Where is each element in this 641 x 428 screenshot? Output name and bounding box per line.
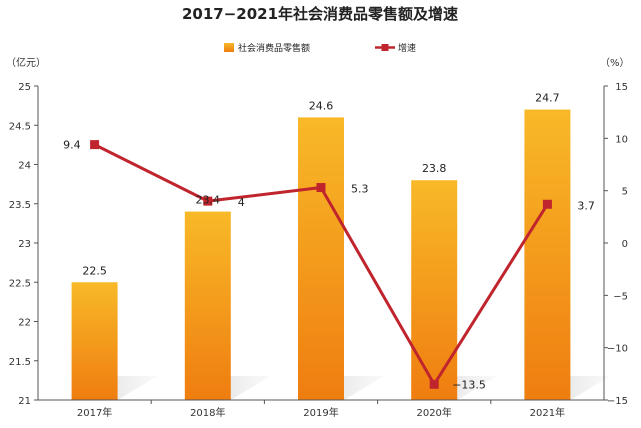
y-right-tick-label: −15	[607, 396, 628, 407]
x-tick-label: 2017年	[77, 406, 112, 419]
y-left-tick-label: 21	[18, 396, 31, 407]
x-tick-label: 2020年	[416, 406, 451, 419]
y-left-tick-label: 21.5	[9, 357, 31, 368]
y-right-tick-label: −10	[607, 344, 628, 355]
bar	[184, 211, 231, 400]
growth-value-label: 4	[238, 196, 245, 209]
bars	[71, 109, 571, 401]
y-left-unit: （亿元）	[6, 56, 46, 69]
y-right-tick-label: −5	[613, 291, 628, 302]
y-left-tick-label: 24.5	[9, 121, 31, 132]
y-right-tick-label: 0	[622, 239, 628, 250]
x-tick-label: 2018年	[190, 406, 225, 419]
y-left-tick-label: 22	[18, 318, 31, 329]
chart-title: 2017−2021年社会消费品零售额及增速	[182, 5, 458, 23]
y-right-tick-label: 10	[615, 134, 628, 145]
y-left-tick-label: 23.5	[9, 200, 31, 211]
x-tick-label: 2019年	[303, 406, 338, 419]
legend-label-bar: 社会消费品零售额	[238, 42, 310, 54]
bar-value-label: 22.5	[82, 264, 107, 277]
axes: 21 21.5 22 22.5 23 23.5 24 24.5 25 −15 −10 −5 0 5 10 15…	[9, 82, 628, 419]
y-left-tick-label: 23	[18, 239, 31, 250]
legend: 社会消费品零售额 增速	[224, 42, 416, 54]
bar-value-label: 24.7	[535, 92, 560, 105]
y-left-tick-label: 24	[18, 161, 31, 172]
legend-swatch-marker	[381, 44, 389, 51]
x-tick-label: 2021年	[530, 406, 565, 419]
growth-marker	[429, 379, 439, 389]
bar	[71, 282, 118, 400]
bar	[524, 109, 571, 401]
legend-label-line: 增速	[398, 42, 416, 54]
y-right-tick-label: 5	[622, 187, 628, 198]
bar-value-label: 24.6	[309, 99, 334, 112]
growth-value-label: 3.7	[577, 199, 595, 212]
bar-value-label: 23.8	[422, 162, 447, 175]
growth-value-label: 5.3	[351, 183, 369, 196]
growth-marker	[316, 183, 326, 193]
y-left-tick-label: 25	[18, 82, 31, 93]
y-right-unit: （%）	[600, 57, 630, 69]
data-labels: 22.5 23.4 24.6 23.8 24.7 9.4 4 5.3 −13.5 3.7	[63, 92, 595, 392]
growth-line-layer	[90, 140, 552, 389]
growth-marker	[90, 140, 100, 150]
legend-swatch-bar	[224, 43, 234, 52]
growth-value-label: 9.4	[63, 139, 81, 152]
bar	[411, 180, 458, 400]
bar	[298, 117, 344, 401]
y-left-tick-label: 22.5	[9, 278, 31, 289]
growth-marker	[542, 199, 552, 209]
growth-value-label: −13.5	[452, 378, 486, 391]
y-right-tick-label: 15	[615, 82, 628, 93]
growth-marker	[203, 196, 213, 206]
bar-value-label: 23.4	[196, 194, 221, 207]
